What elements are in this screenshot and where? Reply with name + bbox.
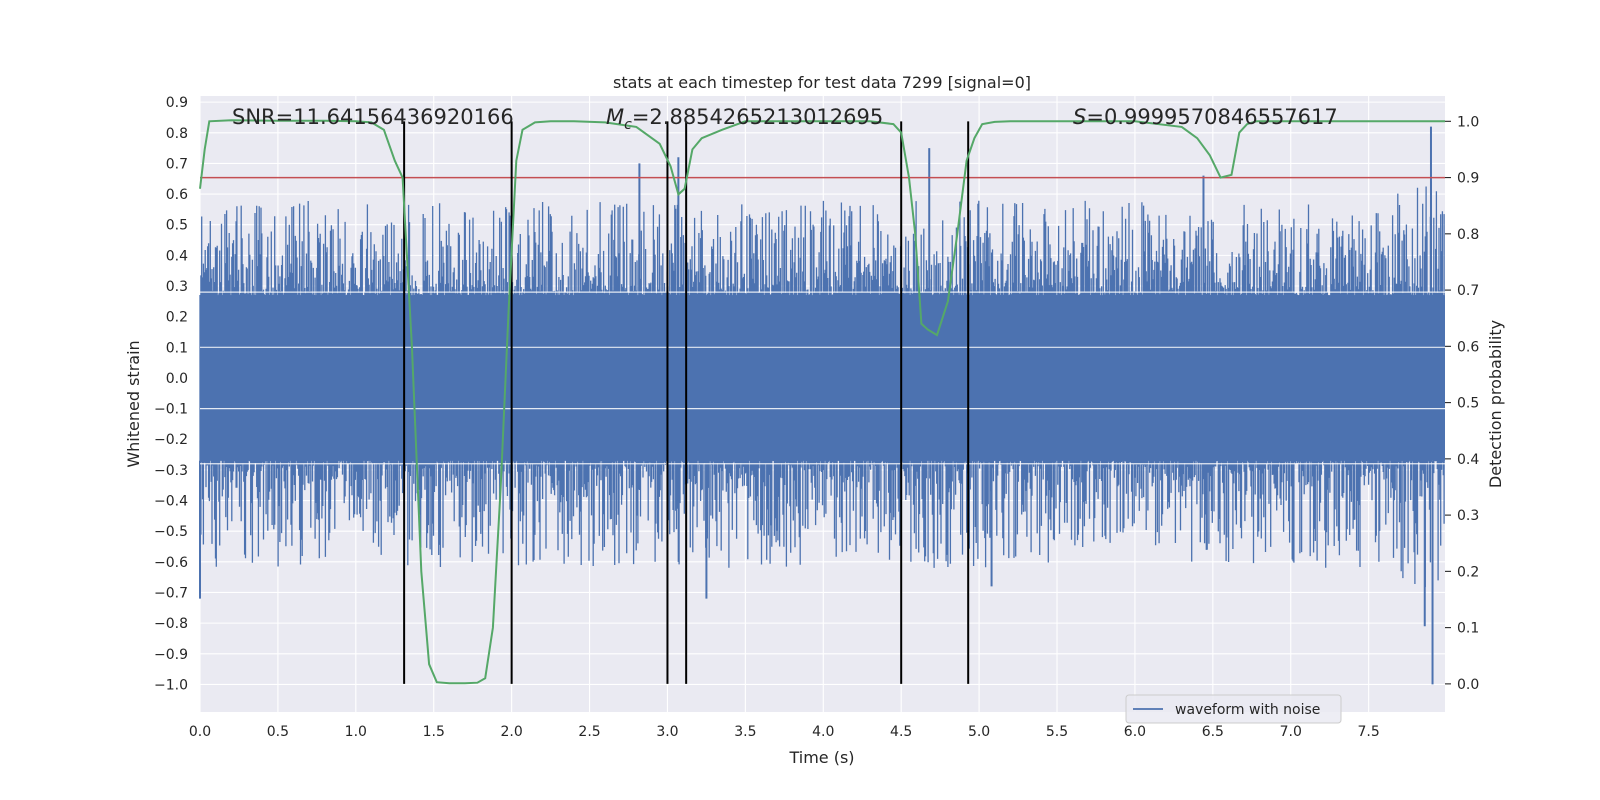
s-value: =0.9999570846557617 [1086, 105, 1337, 129]
y-tick-label: −0.4 [154, 494, 188, 510]
chart-title: stats at each timestep for test data 729… [613, 73, 1031, 92]
chirp-mass-value: =2.8854265213012695 [632, 105, 883, 129]
chirp-mass-symbol: M [606, 105, 624, 129]
x-tick-label: 1.0 [345, 724, 367, 740]
x-tick-label: 6.5 [1202, 724, 1224, 740]
legend: waveform with noise [1125, 694, 1342, 724]
y-right-tick-label: 0.7 [1457, 283, 1479, 299]
y-tick-label: −0.1 [154, 402, 188, 418]
y-right-tick-label: 0.5 [1457, 396, 1479, 412]
y-tick-label: −0.7 [154, 585, 188, 601]
y-right-tick-label: 0.9 [1457, 171, 1479, 187]
y-axis-left-ticks: 0.9 0.8 0.7 0.6 0.5 0.4 0.3 0.2 0.1 0.0 −0.1 −0.2 −0… [154, 95, 188, 693]
x-tick-label: 2.5 [578, 724, 600, 740]
y-tick-label: −0.6 [154, 555, 188, 571]
legend-label: waveform with noise [1175, 702, 1320, 718]
detection-probability-series [199, 119, 1445, 685]
x-tick-label: 3.5 [734, 724, 756, 740]
x-tick-label: 6.0 [1124, 724, 1146, 740]
y-right-tick-label: 0.0 [1457, 677, 1479, 693]
y-tick-label: 0.5 [166, 218, 188, 234]
y-right-tick-label: 0.4 [1457, 452, 1479, 468]
y-tick-label: 0.3 [166, 279, 188, 295]
detection-probability-line [199, 119, 1445, 685]
legend-box [1125, 694, 1342, 724]
y-tick-label: −0.2 [154, 432, 188, 448]
y-axis-label: Whitened strain [124, 340, 143, 467]
y-tick-label: 0.1 [166, 340, 188, 356]
y-tick-label: 0.4 [166, 248, 188, 264]
y-tick-label: 0.0 [166, 371, 188, 387]
s-symbol: S [1073, 105, 1086, 129]
x-tick-label: 0.5 [267, 724, 289, 740]
y-tick-label: −0.9 [154, 647, 188, 663]
y-tick-label: −0.8 [154, 616, 188, 632]
x-axis-label: Time (s) [788, 748, 854, 767]
x-tick-label: 0.0 [189, 724, 211, 740]
x-tick-label: 1.5 [423, 724, 445, 740]
x-tick-label: 3.0 [656, 724, 678, 740]
y-tick-label: 0.7 [166, 156, 188, 172]
y-tick-label: −0.3 [154, 463, 188, 479]
x-tick-label: 2.0 [501, 724, 523, 740]
y-tick-label: 0.8 [166, 126, 188, 142]
waveform-series [199, 126, 1445, 685]
y-tick-label: 0.9 [166, 95, 188, 111]
y-right-tick-label: 1.0 [1457, 114, 1479, 130]
waveform-core-band [200, 295, 1445, 461]
chirp-mass-annotation: Mc=2.8854265213012695 [606, 105, 883, 133]
x-tick-label: 4.5 [890, 724, 912, 740]
x-tick-label: 4.0 [812, 724, 834, 740]
x-tick-label: 5.0 [968, 724, 990, 740]
y-right-tick-label: 0.3 [1457, 508, 1479, 524]
y-tick-label: −1.0 [154, 677, 188, 693]
y-right-tick-label: 0.6 [1457, 339, 1479, 355]
x-axis-ticks: 0.0 0.5 1.0 1.5 2.0 2.5 3.0 3.5 4.0 4.5 5.0 5.5 6.0 6… [189, 724, 1380, 740]
y-tick-label: 0.6 [166, 187, 188, 203]
y-axis-right-ticks: 1.0 0.9 0.8 0.7 0.6 0.5 0.4 0.3 0.2 0.1 0.0 [1445, 114, 1479, 693]
y-axis-right-label: Detection probability [1486, 320, 1505, 488]
snr-annotation: SNR=11.64156436920166 [232, 105, 514, 129]
chirp-mass-subscript: c [624, 117, 632, 133]
y-right-tick-label: 0.8 [1457, 227, 1479, 243]
x-tick-label: 7.5 [1358, 724, 1380, 740]
y-tick-label: 0.2 [166, 310, 188, 326]
y-right-tick-label: 0.2 [1457, 564, 1479, 580]
s-annotation: S=0.9999570846557617 [1073, 105, 1338, 129]
y-tick-label: −0.5 [154, 524, 188, 540]
x-tick-label: 7.0 [1280, 724, 1302, 740]
x-tick-label: 5.5 [1046, 724, 1068, 740]
y-right-tick-label: 0.1 [1457, 621, 1479, 637]
